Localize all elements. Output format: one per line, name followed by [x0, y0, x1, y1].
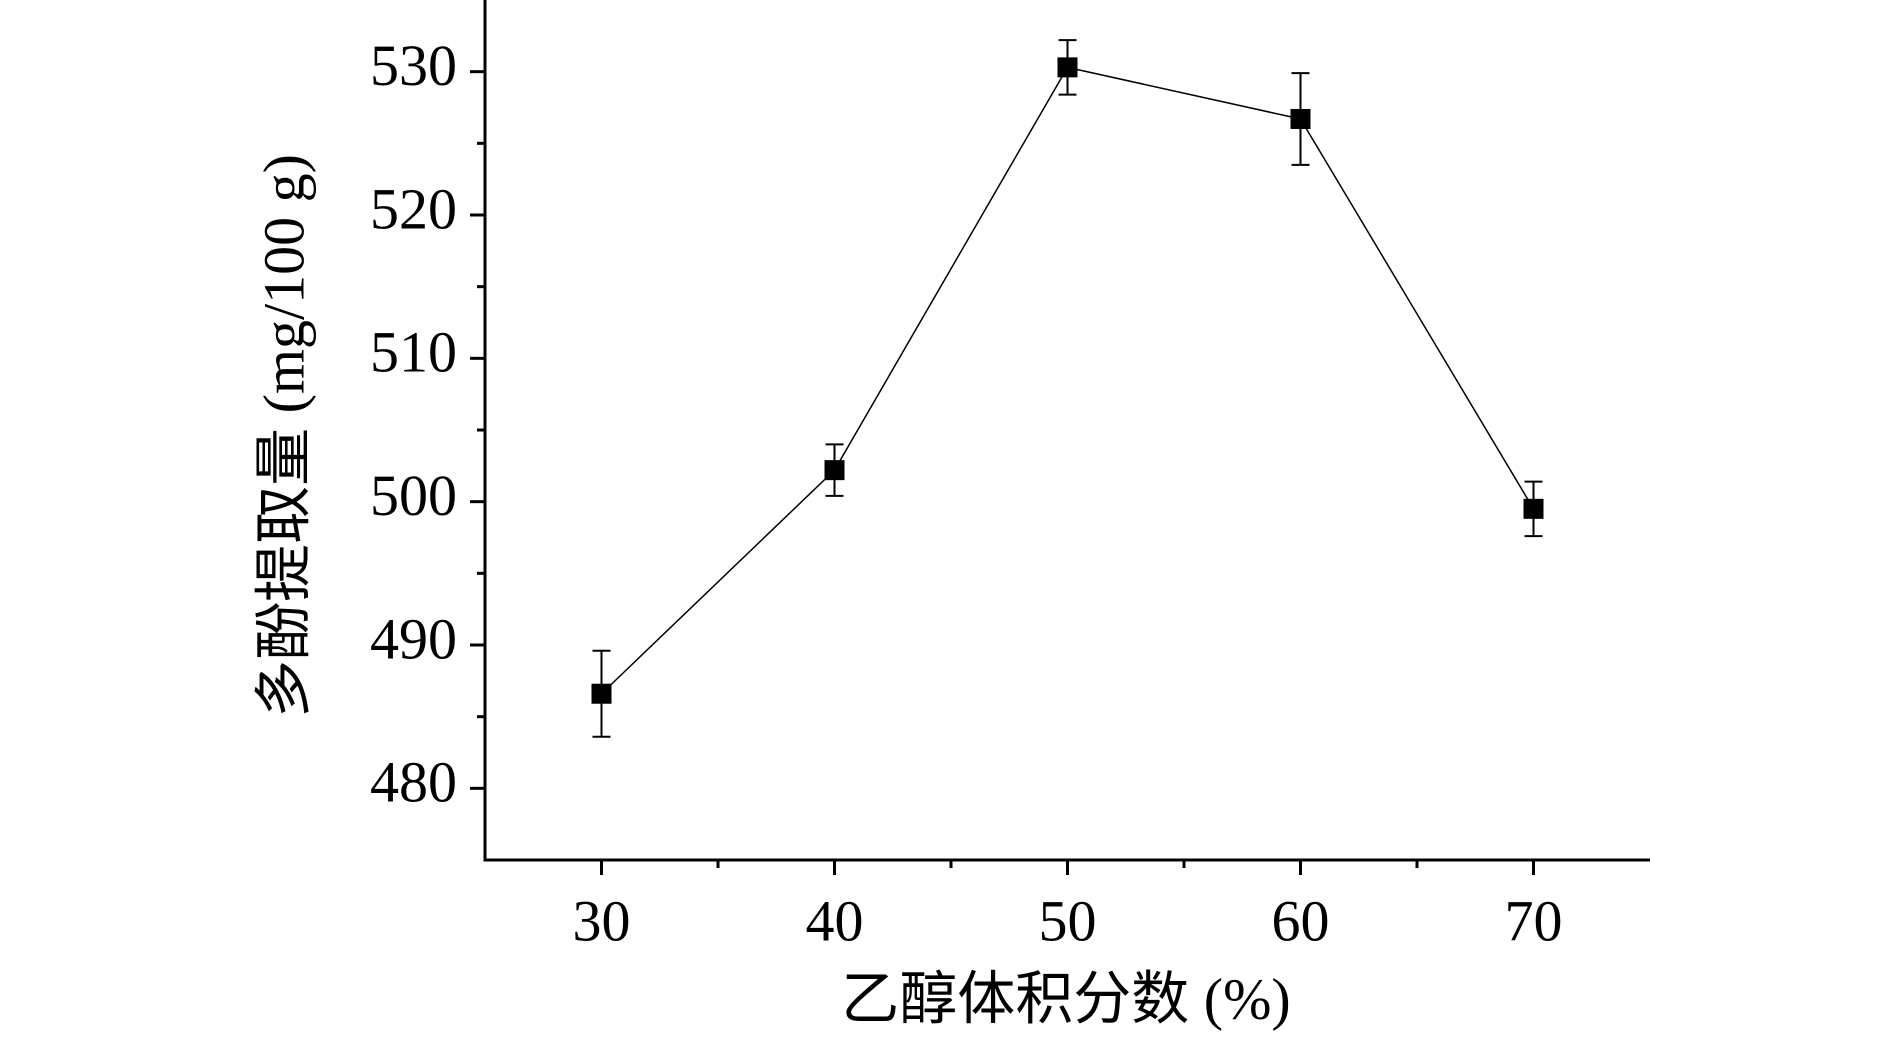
x-tick-label: 70	[1505, 888, 1563, 953]
data-point	[591, 683, 612, 704]
data-point	[1523, 498, 1544, 519]
data-point	[1290, 108, 1311, 129]
data-line	[600, 66, 1535, 695]
y-tick-label: 510	[370, 320, 457, 385]
y-tick-label: 490	[370, 606, 457, 671]
data-point	[1057, 57, 1078, 78]
x-tick-label: 50	[1039, 888, 1097, 953]
y-tick-label: 530	[370, 33, 457, 98]
y-axis-label: 多酚提取量 (mg/100 g)	[251, 154, 316, 718]
x-axis-label: 乙醇体积分数 (%)	[841, 966, 1290, 1031]
x-tick-label: 40	[806, 888, 864, 953]
y-tick-label: 480	[370, 750, 457, 815]
x-tick-label: 60	[1272, 888, 1330, 953]
x-tick-label: 30	[573, 888, 631, 953]
y-tick-label: 500	[370, 463, 457, 528]
data-point	[824, 460, 845, 481]
y-tick-label: 520	[370, 176, 457, 241]
